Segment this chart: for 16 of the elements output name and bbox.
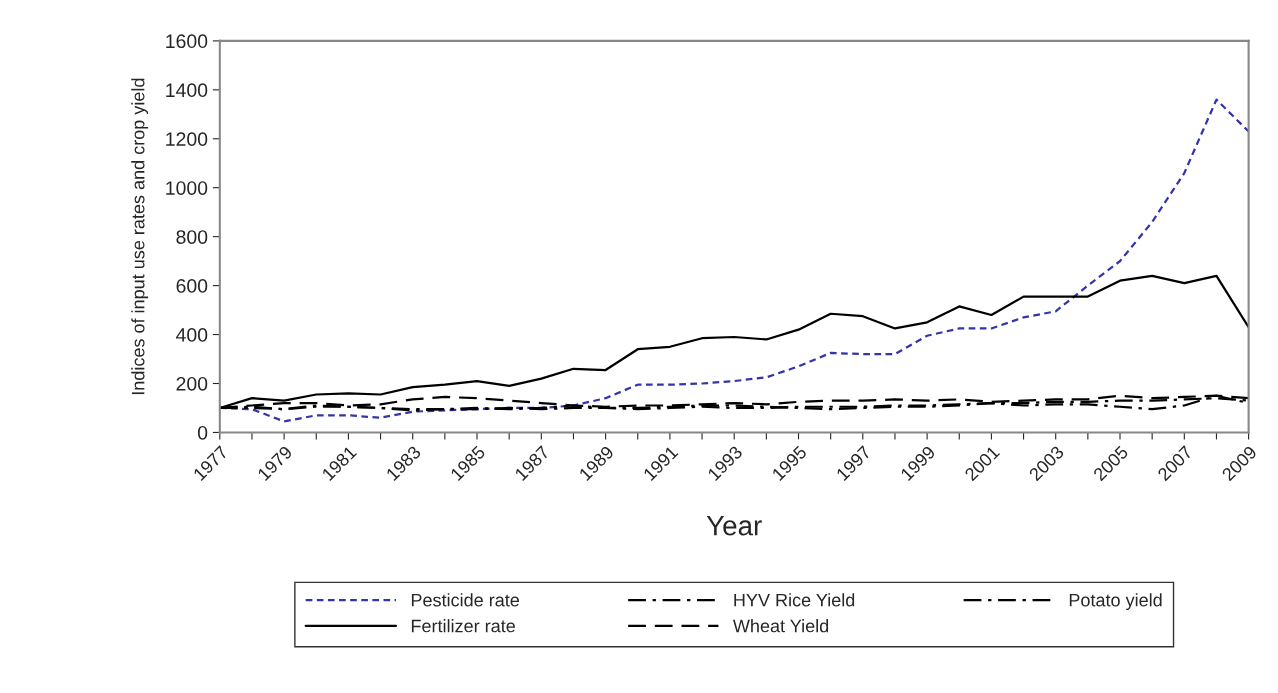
y-tick-label: 1200 [166, 132, 208, 147]
x-axis-title: Year [706, 516, 762, 536]
legend-label: Potato yield [1069, 593, 1162, 611]
legend-label: Pesticide rate [411, 593, 520, 607]
y-tick-label: 1600 [166, 34, 208, 49]
y-tick-label: 1000 [166, 181, 208, 195]
y-axis-title: Indices of input use rates and crop yield [131, 78, 149, 395]
y-tick-label: 600 [176, 279, 208, 293]
y-tick-label: 0 [197, 425, 208, 440]
y-tick-label: 200 [176, 376, 208, 391]
y-tick-label: 800 [176, 230, 208, 244]
y-tick-label: 1400 [166, 83, 208, 98]
legend-label: Fertilizer rate [411, 619, 515, 633]
legend-label: Wheat Yield [732, 619, 829, 633]
y-tick-label: 400 [176, 328, 208, 342]
legend-label: HYV Rice Yield [734, 593, 855, 607]
